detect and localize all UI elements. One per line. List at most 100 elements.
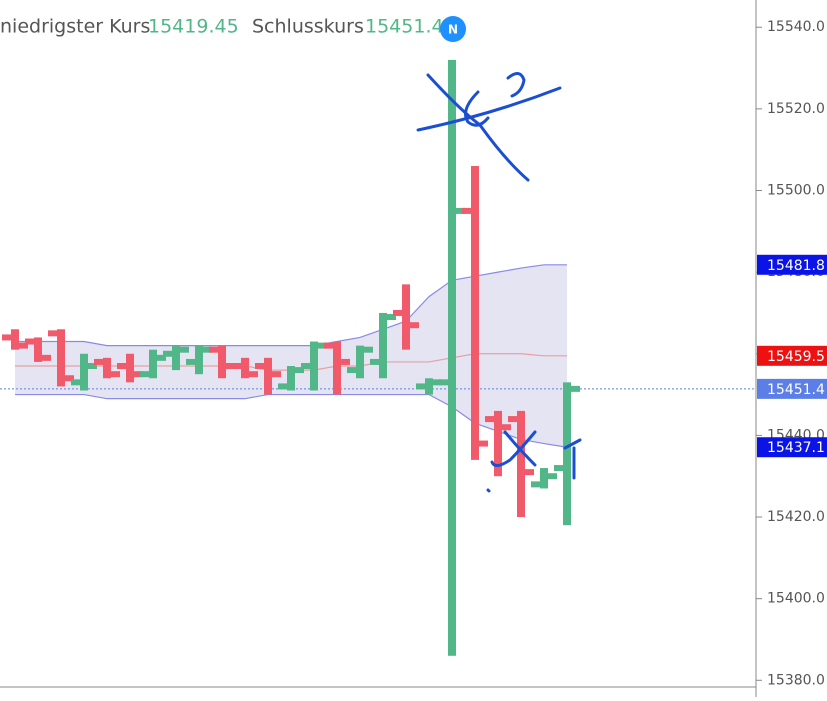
bar-open [554,465,564,472]
close-label: Schlusskurs [252,16,364,38]
bar-close [271,371,281,378]
bar-close [294,367,304,374]
bar-open [531,481,541,488]
bar-open [209,346,219,353]
bar-range [471,166,479,460]
y-tick-label: 15380.0 [767,672,825,688]
bar-open [462,207,472,214]
price-marker [757,254,827,275]
bar-open [485,416,495,423]
bar-range [379,312,387,379]
bar-open [347,367,357,374]
bar-open [232,363,242,370]
bar-range [264,357,272,395]
bar-close [110,371,120,378]
low-label: niedrigster Kurs [0,16,150,38]
handwritten-notes [416,72,582,493]
scribble [563,438,582,480]
price-marker-label: 15437.1 [767,440,825,456]
bar-close [156,354,166,361]
bar-open [117,363,127,370]
bar-open [508,416,518,423]
bar-open [324,342,334,349]
low-value: 15419.45 [148,16,239,38]
bar-range [218,345,226,379]
y-tick-label: 15400.0 [767,591,825,607]
bar-open [393,309,403,316]
bar-close [409,322,419,329]
news-badge-text: N [448,23,458,37]
bar-open [255,363,265,370]
bar-range [540,468,548,489]
bar-open [416,383,426,390]
bar-close [432,379,442,386]
bar-open [25,338,35,345]
bar-close [455,207,465,214]
bar-close [524,469,534,476]
bar-range [103,357,111,379]
bar-close [501,424,511,431]
bar-close [386,314,396,321]
bar-close [179,346,189,353]
bar-range [241,357,249,379]
news-badge[interactable] [440,16,466,42]
price-marker-label: 15459.5 [767,349,825,365]
header-bg [0,10,440,44]
scribble [506,72,526,98]
bar-close [363,346,373,353]
bar-close [64,375,74,382]
bar-close [18,342,28,349]
bar-range [333,341,341,395]
bar-open [140,371,150,378]
bar-open [439,379,449,386]
price-marker [757,345,827,366]
price-marker [757,378,827,399]
y-tick-label: 15420.0 [767,509,825,525]
bar-range [494,410,502,477]
scribble [416,86,562,132]
bar-close [202,346,212,353]
bar-range [402,284,410,350]
bar-range [172,345,180,371]
y-tick-label: 15540.0 [767,19,825,35]
bar-open [48,330,58,337]
band-fill [15,264,567,448]
close-value: 15451.4 [365,16,444,38]
bar-range [563,382,571,526]
y-tick-label: 15520.0 [767,101,825,117]
bar-range [11,329,19,350]
bar-range [448,59,456,656]
bar-open [370,358,380,365]
bar-range [80,353,88,391]
bar-range [57,329,65,387]
price-marker [757,437,827,458]
price-marker-label: 15481.8 [767,258,825,274]
bar-range [126,353,134,383]
bar-close [133,371,143,378]
bar-range [195,345,203,375]
bar-open [278,383,288,390]
y-tick-label: 15500.0 [767,183,825,199]
bar-range [310,341,318,391]
bar-close [41,354,51,361]
scribble [486,488,491,493]
bar-close [248,371,258,378]
bar-range [287,366,295,391]
bar-open [2,334,12,341]
bar-range [356,345,364,379]
bar-close [478,440,488,447]
bar-open [71,379,81,386]
bar-range [34,337,42,362]
bar-close [570,385,580,392]
scribble [490,430,537,467]
bar-range [149,349,157,379]
bar-open [301,363,311,370]
scribble [464,90,490,127]
bar-close [87,363,97,370]
plot [0,59,756,656]
bar-close [225,363,235,370]
bar-range [517,410,525,518]
bar-open [163,350,173,357]
